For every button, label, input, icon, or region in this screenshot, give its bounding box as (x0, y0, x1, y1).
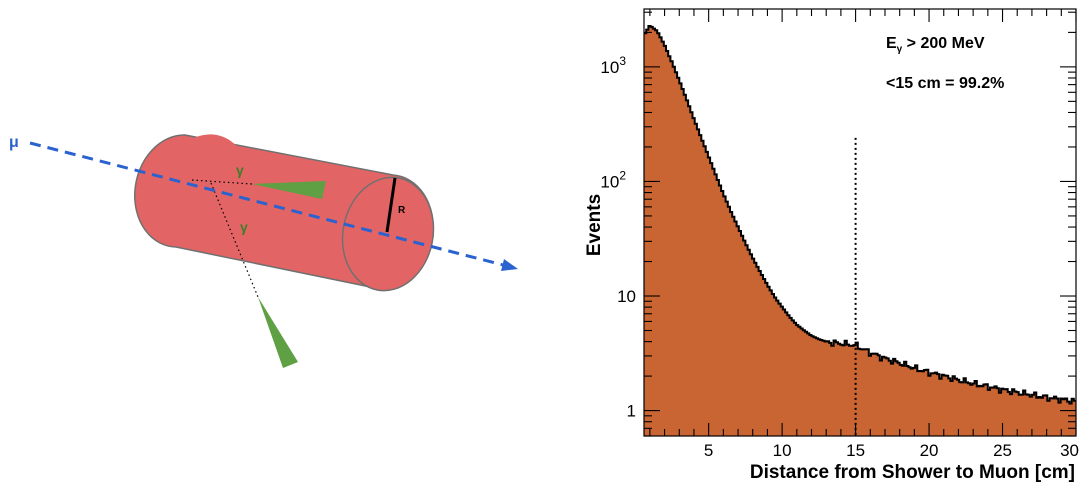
y-tick-label: 103 (600, 54, 626, 77)
annotation-subscript: γ (897, 44, 903, 55)
cylinder-back-cap (160, 134, 252, 248)
detector-diagram: R μ γ γ (9, 134, 518, 368)
x-tick-label: 10 (773, 441, 792, 460)
annotation-rest: > 200 MeV (902, 35, 985, 52)
muon-label: μ (9, 134, 19, 151)
muon-track (29, 141, 508, 268)
gamma-path-1 (191, 179, 253, 185)
distance-histogram: 5 10 15 20 25 30 1 10 102 103 Distance from Show… (584, 8, 1079, 483)
x-axis-label: Distance from Shower to Muon [cm] (750, 462, 1075, 483)
x-tick-label: 25 (993, 441, 1012, 460)
gamma-label-1: γ (236, 162, 244, 178)
x-tick-label: 15 (846, 441, 865, 460)
histogram-fill (644, 26, 1076, 436)
gamma-shower-2 (258, 297, 298, 368)
histogram-outline (644, 25, 1076, 405)
radius-label: R (398, 205, 406, 216)
x-tick-label: 5 (704, 441, 713, 460)
y-tick-label: 1 (627, 402, 636, 421)
y-axis: 1 10 102 103 (600, 11, 1076, 437)
gamma-shower-1 (252, 181, 326, 199)
y-axis-label: Events (584, 194, 605, 256)
annotation-main: E (886, 35, 897, 52)
radius-line (385, 177, 397, 233)
muon-arrowhead (501, 259, 518, 271)
x-tick-label: 30 (1060, 441, 1079, 460)
plot-frame (643, 8, 1077, 437)
gamma-label-2: γ (240, 219, 248, 235)
y-tick-label: 10 (617, 287, 636, 306)
x-axis: 5 10 15 20 25 30 (649, 9, 1079, 460)
y-tick-label: 102 (600, 168, 626, 191)
containment-annotation: <15 cm = 99.2% (886, 75, 1004, 92)
energy-cut-annotation: Eγ > 200 MeV (886, 35, 985, 55)
x-tick-label: 20 (920, 441, 939, 460)
